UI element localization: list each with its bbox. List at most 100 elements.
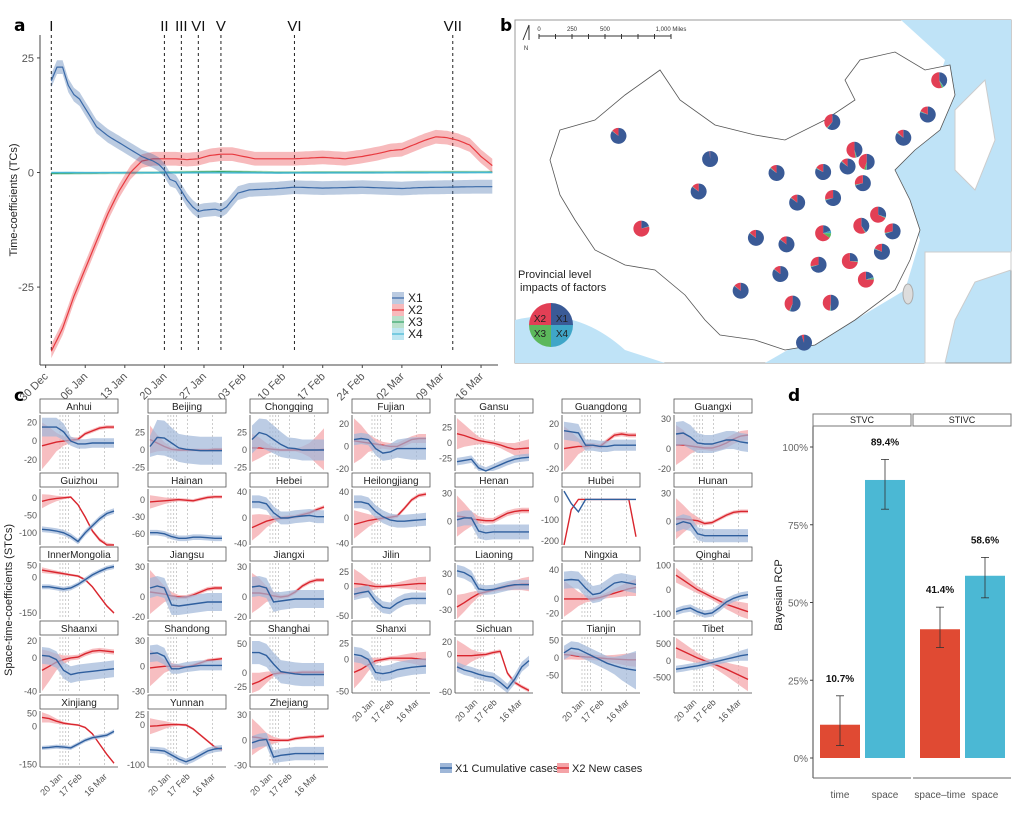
facet-y-tick-label: 20 <box>27 417 37 427</box>
pie-liaoning-slice-x3 <box>897 132 904 138</box>
pie-shaanxi-slice-x4 <box>790 197 798 203</box>
pie-qinghai-slice-x4 <box>692 186 699 192</box>
pie-heilongjiang-slice-x4 <box>939 80 944 88</box>
facet-title: Hainan <box>171 476 203 487</box>
facet-title: Shaanxi <box>61 624 97 635</box>
facet-line-x1 <box>456 660 530 690</box>
map-legend-title-line1: Provincial level <box>518 269 591 281</box>
facet-line-x2 <box>457 650 530 692</box>
pie-xinjiang-slice-x3 <box>612 130 619 136</box>
facet-line-x2 <box>149 496 222 503</box>
pie-hunan-slice-x2 <box>810 256 819 267</box>
pie-shandong-slice-x3 <box>854 183 863 186</box>
facet-y-tick-label: 30 <box>442 489 452 499</box>
facet-line-x1 <box>41 510 115 543</box>
facet-y-tick-label: 20 <box>339 419 349 429</box>
facet-y-tick-label: 0 <box>32 653 37 663</box>
facet-panel-guizhou: Guizhou 0 -50 -100 <box>19 472 119 546</box>
facet-strip <box>39 694 119 710</box>
y-tick-label: 50% <box>788 599 808 610</box>
pie-shanghai-slice-x1 <box>885 223 901 240</box>
pie-guizhou-slice-x2 <box>774 266 781 275</box>
facet-band-x2 <box>42 567 114 615</box>
facet-strip <box>561 546 641 562</box>
facet-title: STIVC <box>949 415 976 425</box>
facet-y-tick-label: -150 <box>19 759 37 769</box>
facet-panel-jiangsu: Jiangsu 30 0 -20 <box>132 546 227 622</box>
facet-strip <box>454 472 534 488</box>
facet-band-x2 <box>252 573 324 613</box>
facet-y-tick-label: -20 <box>658 464 671 474</box>
facet-y-tick-label: -30 <box>132 512 145 522</box>
pie-shandong-slice-x1 <box>855 175 871 192</box>
facet-y-tick-label: -50 <box>24 510 37 520</box>
facet-y-tick-label: 0 <box>344 655 349 665</box>
facet-title: Gansu <box>479 402 508 413</box>
pie-guangdong-slice-x1 <box>830 294 839 311</box>
facet-strip <box>147 472 227 488</box>
facet-line-x1 <box>675 653 749 670</box>
facet-panel-hubei: Hubei 0 -100 -200 <box>541 472 641 546</box>
facet-strip <box>351 398 431 414</box>
facet-y-tick-label: -20 <box>546 608 559 618</box>
facet-y-tick-label: 0 <box>140 495 145 505</box>
legend-label-x4: X4 <box>408 327 423 341</box>
facet-title: Jiangsu <box>170 550 204 561</box>
facet-panel-henan: Henan 30 0 <box>442 472 534 545</box>
facet-line-x1 <box>353 590 426 610</box>
y-tick-label: 25 <box>22 53 34 65</box>
facet-strip <box>351 472 431 488</box>
pie-jiangxi-slice-x2 <box>841 253 858 270</box>
facet-x-tick-label: 16 Mar <box>82 771 109 798</box>
map-legend-quadrant-x2 <box>529 303 551 325</box>
facet-band-x1 <box>457 564 529 595</box>
pie-jiangsu-slice-x3 <box>878 214 886 219</box>
facet-y-tick-label: 40 <box>339 487 349 497</box>
bar-value-label: 41.4% <box>926 585 954 596</box>
pie-tibet-slice-x4 <box>641 226 650 229</box>
facet-line-x2 <box>41 569 115 614</box>
pie-guizhou-slice-x3 <box>774 268 781 275</box>
facet-line-x1 <box>251 431 324 451</box>
pie-zhejiang-slice-x1 <box>873 243 890 260</box>
facet-y-tick-label: 40 <box>237 487 247 497</box>
panel-label-c: c <box>14 386 25 406</box>
facet-line-x1 <box>456 456 530 472</box>
facet-y-tick-label: -20 <box>132 612 145 622</box>
pie-jilin-slice-x2 <box>920 106 928 115</box>
facet-strip <box>351 546 431 562</box>
pie-gansu-slice-x1 <box>702 151 719 168</box>
pie-fujian-slice-x3 <box>865 278 874 280</box>
pie-sichuan-slice-x3 <box>749 232 756 238</box>
pie-innermongolia-slice-x2 <box>824 113 833 128</box>
line-x1 <box>50 66 493 213</box>
pie-innermongolia-slice-x1 <box>827 113 841 130</box>
facet-y-tick-label: 25 <box>237 428 247 438</box>
facet-y-tick-label: 25 <box>339 638 349 648</box>
facet-band-x1 <box>150 745 222 765</box>
facet-strip <box>812 413 912 427</box>
facet-strip <box>912 413 1012 427</box>
facet-title: Guizhou <box>60 476 97 487</box>
facet-y-tick-label: 40 <box>549 565 559 575</box>
facet-panel-liaoning: Liaoning 30 0 -30 <box>439 546 534 619</box>
pie-anhui-slice-x3 <box>861 225 866 233</box>
pie-xinjiang-slice-x2 <box>612 127 619 136</box>
band-x1 <box>51 60 493 219</box>
facet-line-x1 <box>252 651 324 676</box>
facet-y-tick-label: -20 <box>234 612 247 622</box>
y-axis-label: Space-time-coefficients (STCs) <box>3 524 15 676</box>
pie-beijing-slice-x2 <box>846 141 856 158</box>
pie-hubei-slice-x1 <box>823 225 831 234</box>
facet-line-x1 <box>456 517 529 534</box>
facet-panel-shanghai: Shanghai 50 0 -25 <box>234 620 329 693</box>
pie-tibet-slice-x1 <box>641 220 649 229</box>
map-legend-label-x4: X4 <box>556 329 569 340</box>
pie-guangdong-slice-x2 <box>822 294 831 311</box>
facet-title: Beijing <box>172 402 202 413</box>
facet-panel-jiangxi: Jiangxi 30 0 -20 <box>234 546 329 622</box>
facet-y-tick-label: 0 <box>666 656 671 666</box>
